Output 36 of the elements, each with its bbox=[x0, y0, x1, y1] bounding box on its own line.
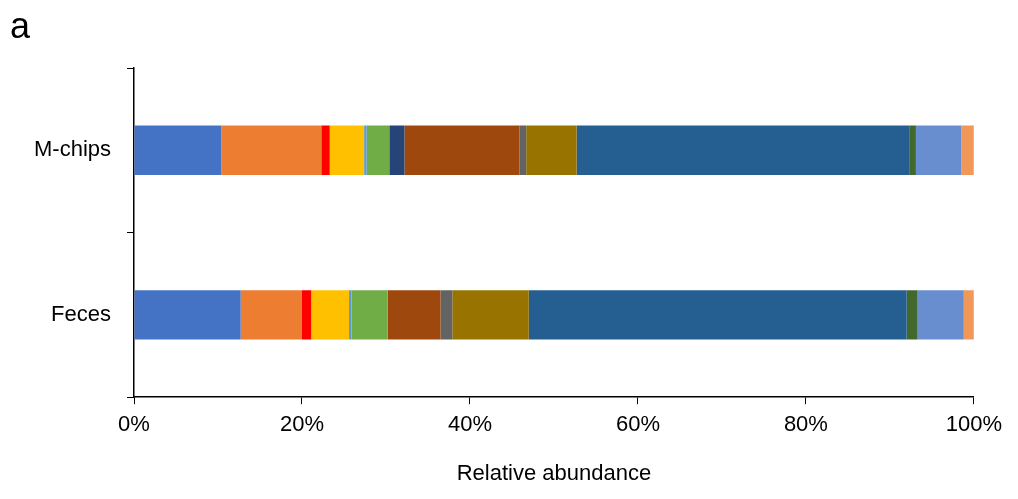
bar bbox=[134, 290, 241, 340]
bar bbox=[528, 290, 907, 340]
x-tick-label: 80% bbox=[783, 411, 828, 437]
text: a bbox=[10, 4, 31, 46]
x-tick-label: 40% bbox=[447, 411, 492, 437]
bar bbox=[329, 125, 365, 175]
bar bbox=[364, 125, 367, 175]
bar bbox=[366, 125, 390, 175]
x-axis-title: Relative abundance bbox=[456, 459, 652, 485]
bar bbox=[349, 290, 352, 340]
bar bbox=[351, 290, 388, 340]
bar bbox=[576, 125, 910, 175]
bar bbox=[906, 290, 918, 340]
bar bbox=[240, 290, 302, 340]
bar bbox=[134, 125, 222, 175]
bar bbox=[963, 290, 974, 340]
bar bbox=[221, 125, 322, 175]
bar bbox=[387, 290, 441, 340]
bar bbox=[915, 125, 962, 175]
bar bbox=[961, 125, 974, 175]
bar bbox=[311, 290, 350, 340]
x-tick-label: 20% bbox=[279, 411, 325, 437]
y-tick-label: Feces bbox=[51, 300, 112, 326]
bar bbox=[526, 125, 577, 175]
x-tick-label: 60% bbox=[615, 411, 660, 437]
bar bbox=[452, 290, 529, 340]
bar bbox=[917, 290, 964, 340]
y-tick-label: M-chips bbox=[34, 136, 112, 162]
x-tick-label: 100% bbox=[945, 411, 1003, 437]
bar bbox=[301, 290, 312, 340]
bar bbox=[404, 125, 520, 175]
bar bbox=[440, 290, 453, 340]
bar bbox=[909, 125, 916, 175]
bar bbox=[389, 125, 405, 175]
bar bbox=[321, 125, 330, 175]
x-tick-label: 0% bbox=[118, 411, 150, 437]
